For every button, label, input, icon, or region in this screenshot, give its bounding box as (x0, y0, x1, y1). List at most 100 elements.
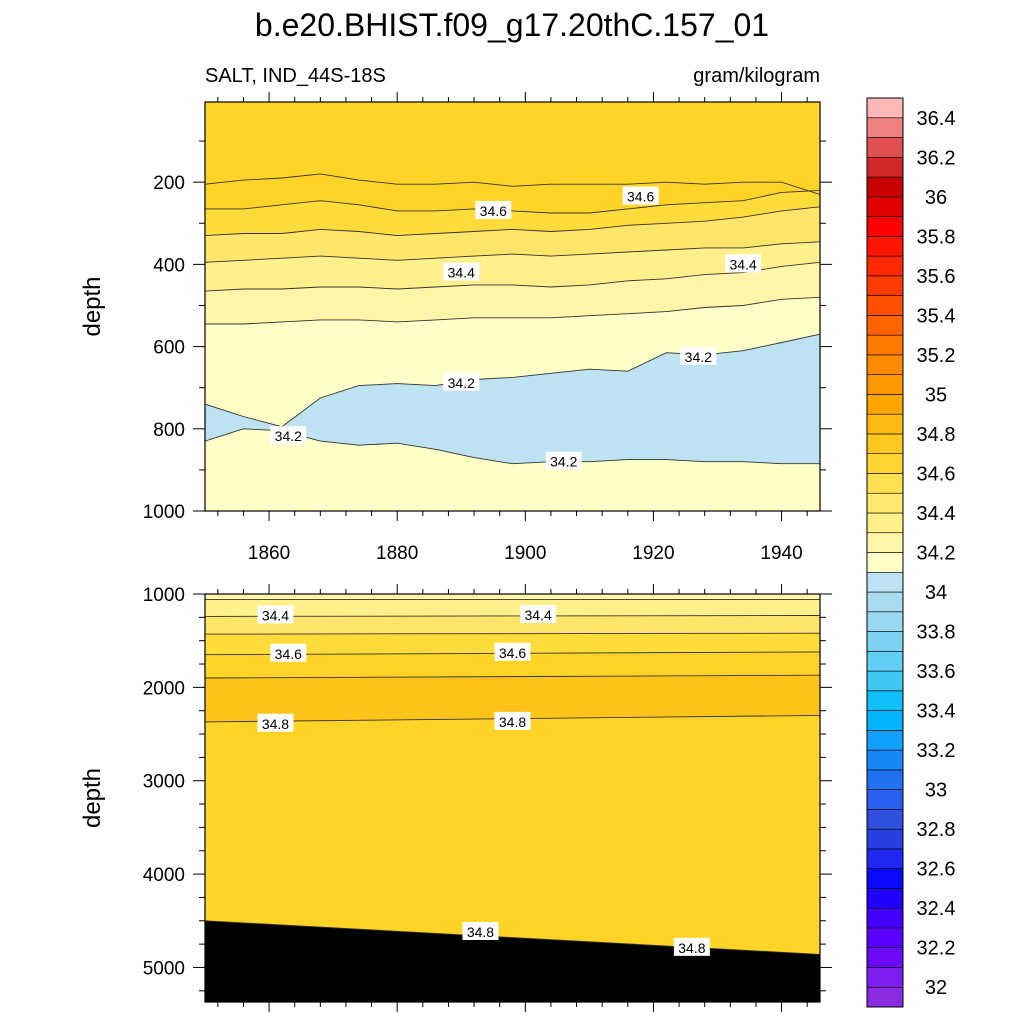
contour-label: 34.4 (525, 607, 552, 623)
contour-label-box (680, 346, 717, 365)
x-tick-label: 1900 (504, 543, 546, 564)
x-tick-label: 1860 (248, 543, 290, 564)
variable-label: SALT, IND_44S-18S (205, 65, 386, 87)
contour-label: 34.4 (730, 256, 757, 272)
colorbar-swatch (866, 651, 904, 672)
colorbar-swatch (866, 512, 904, 534)
colorbar-swatch (866, 670, 904, 692)
colorbar-swatch (866, 315, 904, 336)
contour-label: 34.2 (275, 428, 302, 444)
y-axis-label: depth (79, 768, 106, 828)
plot-frame (204, 101, 821, 512)
colorbar-swatch (866, 255, 904, 277)
colorbar-tick-label: 35.8 (917, 226, 956, 248)
contour-fills (205, 102, 820, 511)
contour-label-box (520, 605, 557, 624)
colorbar-swatch (866, 571, 904, 593)
contour-label: 34.4 (448, 265, 475, 281)
colorbar-tick-label: 33 (925, 780, 947, 802)
contour-label: 34.2 (685, 349, 712, 365)
contour-label: 34.2 (448, 375, 475, 391)
y-tick-label: 1000 (143, 585, 185, 606)
colorbar-swatch (866, 631, 904, 652)
colorbar-swatch (866, 789, 904, 810)
contour-line (205, 428, 820, 465)
colorbar-tick-label: 35.6 (917, 266, 956, 288)
colorbar-tick-label: 35 (925, 384, 947, 406)
y-tick-label: 200 (153, 173, 185, 194)
y-tick-label: 800 (153, 420, 185, 441)
colorbar-swatch (866, 394, 904, 415)
colorbar-tick-label: 32.6 (917, 859, 956, 881)
colorbar-swatch (866, 473, 904, 494)
upper-contour-panel: 34.6 34.6 34.4 34.4 34.2 34.2 34.2 34.2 1860 1880… (79, 92, 832, 564)
contour-line (205, 920, 820, 955)
colorbar-swatch (866, 769, 904, 790)
colorbar-tick-label: 32.4 (917, 898, 956, 920)
colorbar-swatch (866, 374, 904, 395)
colorbar-swatch (866, 888, 904, 909)
contour-line (205, 241, 820, 263)
contour-line (205, 189, 820, 214)
contour-label: 34.4 (262, 607, 289, 623)
colorbar-tick-label: 36.2 (917, 147, 956, 169)
y-tick-label: 5000 (143, 958, 185, 979)
colorbar-swatch (866, 216, 904, 237)
contour-label: 34.2 (550, 454, 577, 470)
colorbar-tick-label: 33.6 (917, 661, 956, 683)
contour-line (205, 261, 820, 292)
colorbar-swatch (866, 552, 904, 573)
colorbar-tick-label: 34 (925, 582, 947, 604)
contour-label: 34.6 (499, 645, 526, 661)
colorbar: 32 32.2 32.4 32.6 32.8 33 33.2 33.4 33.6 33.8 34 34… (866, 97, 956, 1008)
contour-label: 34.6 (627, 189, 654, 205)
y-tick-label: 3000 (143, 772, 185, 793)
chart-title: b.e20.BHIST.f09_g17.20thC.157_01 (255, 7, 769, 43)
y-axis-label: depth (79, 276, 106, 336)
lower-contour-panel: 34.4 34.4 34.6 34.6 34.8 34.8 34.8 34.8 1000 2000… (79, 584, 832, 1012)
colorbar-swatch (866, 433, 904, 454)
colorbar-swatch (866, 710, 904, 731)
colorbar-swatch (866, 295, 904, 316)
colorbar-swatch (866, 907, 904, 929)
colorbar-tick-label: 32.8 (917, 819, 956, 841)
contour-label-box (443, 372, 480, 391)
colorbar-swatch (866, 196, 904, 217)
colorbar-swatch (866, 730, 904, 751)
contour-label-box (443, 262, 480, 281)
colorbar-swatch (866, 848, 904, 869)
contour-label: 34.8 (467, 924, 494, 940)
colorbar-swatch (866, 927, 904, 949)
contour-line (205, 333, 820, 428)
colorbar-tick-label: 35.4 (917, 305, 956, 327)
plot-frame (204, 593, 821, 1003)
colorbar-swatch (866, 947, 904, 968)
contour-label-box (475, 200, 512, 219)
contour-label-box (545, 451, 582, 470)
colorbar-swatch (866, 453, 904, 474)
colorbar-tick-label: 33.8 (917, 622, 956, 644)
colorbar-swatch (866, 967, 904, 988)
contour-label-box (257, 713, 294, 732)
contour-line (205, 206, 820, 237)
contour-line (205, 296, 820, 325)
colorbar-tick-label: 32 (925, 977, 947, 999)
band-fill-blue (205, 334, 820, 464)
contour-fills (205, 594, 820, 1002)
contour-label-box (270, 426, 307, 445)
colorbar-tick-label: 35.2 (917, 345, 956, 367)
colorbar-tick-label: 33.4 (917, 701, 956, 723)
colorbar-swatch (866, 275, 904, 296)
colorbar-tick-label: 34.6 (917, 463, 956, 485)
contour-label: 34.8 (499, 714, 526, 730)
contour-label-box (673, 937, 710, 956)
y-tick-label: 400 (153, 255, 185, 276)
colorbar-swatch (866, 828, 904, 850)
band-fill (205, 920, 820, 1002)
contour-lines (205, 599, 820, 955)
contour-lines (205, 173, 820, 465)
colorbar-swatch (866, 117, 904, 138)
contour-label: 34.8 (262, 716, 289, 732)
colorbar-swatch (866, 492, 904, 514)
